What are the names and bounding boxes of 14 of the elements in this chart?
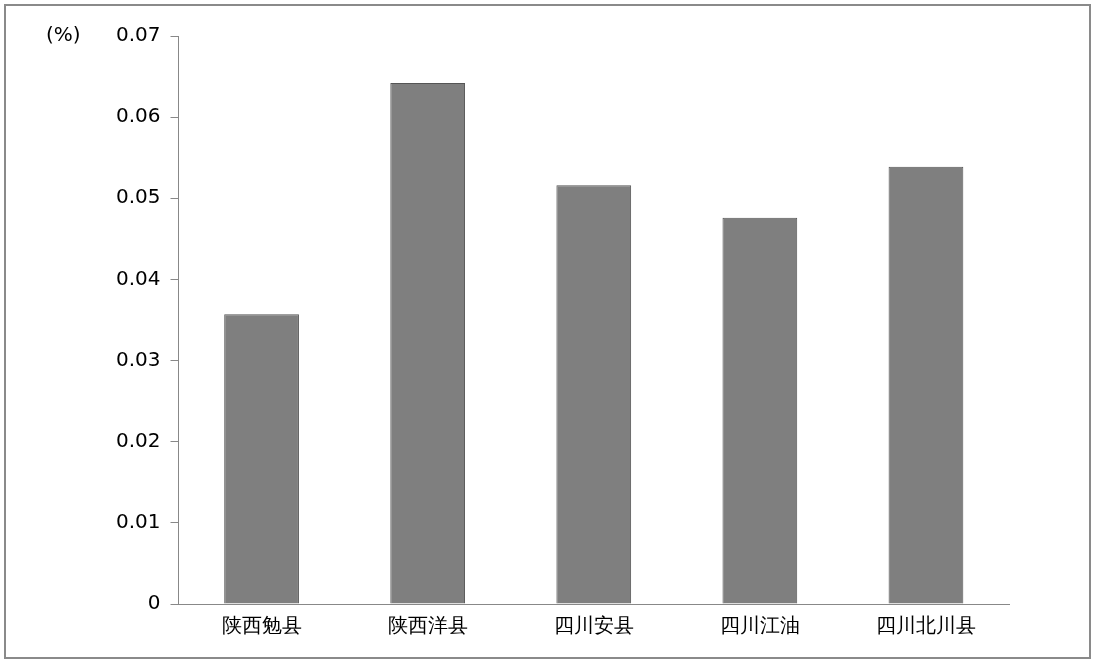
- y-tick-label: 0.07: [116, 22, 161, 47]
- y-tick-label: 0: [147, 590, 161, 615]
- x-tick-label: 陕西洋县: [387, 613, 468, 638]
- y-tick-label: 0.04: [116, 265, 161, 290]
- y-tick-label: 0.01: [116, 509, 161, 534]
- y-tick-label: 0.06: [116, 103, 161, 128]
- y-tick-label: 0.03: [116, 346, 161, 371]
- y-axis-title: (%): [46, 22, 81, 47]
- x-tick-label: 陕西勉县: [221, 613, 302, 638]
- y-tick-label: 0.05: [116, 184, 161, 209]
- y-tick-label: 0.02: [116, 427, 161, 452]
- x-tick-label: 四川江油: [719, 613, 800, 638]
- x-tick-label: 四川安县: [553, 613, 634, 638]
- x-tick-label: 四川北川县: [875, 613, 976, 638]
